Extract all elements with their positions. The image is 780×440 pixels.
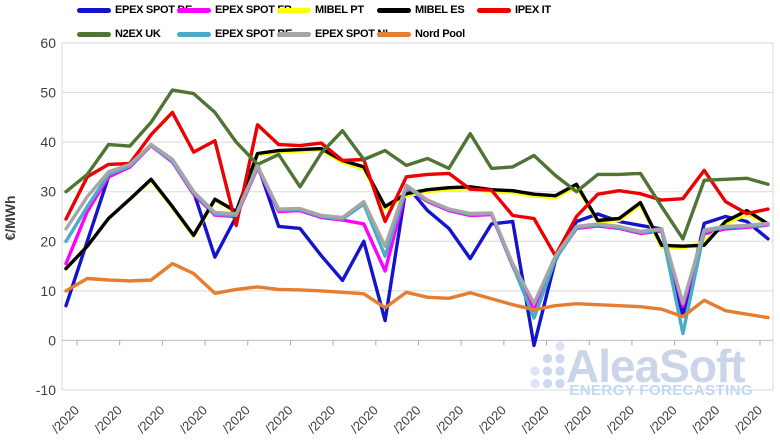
aleasoft-logo-dots-icon [530,341,565,389]
legend-label: EPEX SPOT NL [315,28,392,40]
series-lines [64,88,770,348]
legend-label: MIBEL PT [315,4,364,16]
y-axis-tick-label: 60 [40,35,56,51]
x-axis-tick-label: /2020 [219,403,253,437]
legend-item-epex-spot-nl: EPEX SPOT NL [277,26,392,42]
legend-swatch-epex-spot-nl [277,31,311,37]
logo-dot [555,353,565,364]
logo-dot [542,353,553,364]
x-axis-tick-label: /2020 [475,403,509,437]
logo-dot [542,366,553,376]
series-line-n2ex-uk [64,88,770,241]
y-axis-tick-label: 0 [48,332,56,348]
legend-swatch-mibel-pt [277,7,311,13]
watermark-subtitle: ENERGY FORECASTING [569,382,753,399]
x-axis-tick-label: /2020 [347,403,381,437]
y-axis-tick-label: 30 [40,184,56,200]
y-axis-title: €/MWh [2,195,18,240]
legend-label: IPEX IT [515,4,551,16]
legend-item-mibel-es: MIBEL ES [377,2,465,18]
legend-label: EPEX SPOT BE [215,28,293,40]
x-axis-tick-label: /2020 [305,403,339,437]
series-line-epex-spot-nl [64,142,770,305]
legend-swatch-epex-spot-de [77,7,111,13]
x-axis-tick-label: /2020 [262,403,296,437]
legend-swatch-ipex-it [477,7,511,13]
logo-dot [555,341,565,351]
legend-item-ipex-it: IPEX IT [477,2,551,18]
watermark-title: AleaSoft [566,340,745,392]
legend-label: N2EX UK [115,28,161,40]
legend-label: MIBEL ES [415,4,465,16]
x-axis-tick-label: /2020 [732,403,766,437]
logo-dot [555,378,565,389]
legend-label: Nord Pool [415,28,465,40]
legend-item-epex-spot-be: EPEX SPOT BE [177,26,292,42]
x-axis-tick-label: /2020 [561,403,595,437]
plot-border [61,42,774,391]
x-axis-tick-label: /2020 [91,403,125,437]
y-axis-tick-label: 20 [40,233,56,249]
x-axis-tick-label: /2020 [390,403,424,437]
series-line-nord-pool [64,261,770,320]
legend-swatch-nord-pool [377,31,411,37]
x-axis-tick-label: /2020 [49,403,83,437]
aleasoft-watermark: AleaSoft ENERGY FORECASTING [530,340,753,399]
legend-item-epex-spot-fr: EPEX SPOT FR [177,2,292,18]
logo-dot [555,366,565,376]
y-axis-tick-label: 50 [40,85,56,101]
x-axis-tick-label: /2020 [518,403,552,437]
y-axis-tick-label: 10 [40,283,56,299]
x-axis-tick-label: /2020 [689,403,723,437]
legend-label: EPEX SPOT FR [215,4,292,16]
legend-label: EPEX SPOT DE [115,4,193,16]
x-axis-tick-label: /2020 [177,403,211,437]
y-axis-tick-label: 40 [40,134,56,150]
x-axis-tick-label: /2020 [433,403,467,437]
legend-item-epex-spot-de: EPEX SPOT DE [77,2,192,18]
series-line-epex-spot-be [64,143,770,336]
logo-dot [530,366,540,376]
y-axis-tick-label: -10 [36,382,56,398]
legend-swatch-epex-spot-be [177,31,211,37]
x-axis-tick-label: /2020 [603,403,637,437]
legend-swatch-n2ex-uk [77,31,111,37]
logo-dot [530,378,540,389]
legend-item-nord-pool: Nord Pool [377,26,465,42]
legend-item-n2ex-uk: N2EX UK [77,26,161,42]
logo-dot [542,378,553,389]
series-line-ipex-it [64,110,770,258]
legend-swatch-mibel-es [377,7,411,13]
chart-legend: EPEX SPOT DE EPEX SPOT FR MIBEL PT MIBEL ES… [0,0,780,44]
legend-swatch-epex-spot-fr [177,7,211,13]
x-axis-tick-label: /2020 [646,403,680,437]
x-axis-tick-label: /2020 [134,403,168,437]
legend-item-mibel-pt: MIBEL PT [277,2,364,18]
